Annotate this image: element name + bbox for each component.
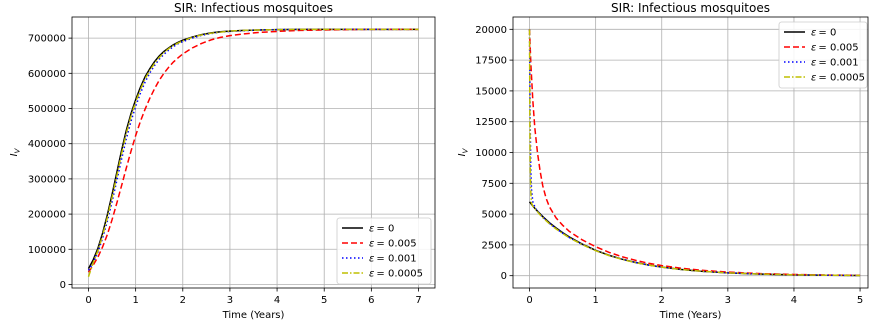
x-tick-label-3: 3 — [725, 295, 731, 306]
y-tick-label-1: 2500 — [482, 240, 507, 251]
legend-entry-3: ε = 0.0005 — [369, 269, 423, 280]
y-tick-label-6: 15000 — [475, 86, 507, 97]
x-tick-label-1: 1 — [132, 295, 138, 306]
y-tick-label-7: 17500 — [475, 56, 507, 67]
right-chart-panel: 0 1 2 3 4 5 0 2500 5000 7500 10000 12500 15000 17500 2… — [457, 1, 869, 321]
x-tick-label-1: 1 — [592, 295, 598, 306]
y-tick-label-3: 7500 — [482, 179, 507, 190]
y-tick-label-5: 500000 — [28, 104, 66, 115]
legend-entry-1: ε = 0.005 — [369, 239, 417, 250]
chart-title: SIR: Infectious mosquitoes — [174, 1, 333, 15]
legend-entry-3: ε = 0.0005 — [811, 73, 865, 84]
legend-entry-0: ε = 0 — [811, 28, 836, 39]
x-tick-label-0: 0 — [85, 295, 91, 306]
x-tick-label-4: 4 — [791, 295, 797, 306]
y-axis-label: IV — [457, 147, 470, 156]
series-line-3 — [528, 29, 861, 277]
x-tick-label-5: 5 — [321, 295, 327, 306]
y-tick-label-2: 200000 — [28, 210, 66, 221]
y-tick-label-5: 12500 — [475, 117, 507, 128]
legend-entry-2: ε = 0.001 — [369, 254, 417, 265]
legend-frame — [778, 21, 868, 89]
legend-frame — [336, 217, 432, 285]
y-tick-label-3: 300000 — [28, 174, 66, 185]
y-tick-label-4: 400000 — [28, 139, 66, 150]
chart-title: SIR: Infectious mosquitoes — [611, 1, 770, 15]
plot-frame — [71, 16, 436, 289]
x-tick-label-0: 0 — [526, 295, 532, 306]
x-axis-label: Time (Years) — [659, 310, 722, 321]
x-tick-label-5: 5 — [857, 295, 863, 306]
y-tick-label-1: 100000 — [28, 245, 66, 256]
legend-entry-0: ε = 0 — [369, 224, 394, 235]
left-chart-panel: 0 1 2 3 4 5 6 7 0 100000 200000 300000 400000 500000 6… — [9, 1, 436, 321]
y-tick-label-6: 600000 — [28, 69, 66, 80]
series-line-1 — [87, 28, 419, 273]
legend-entry-2: ε = 0.001 — [811, 58, 859, 69]
series-line-3 — [87, 28, 419, 277]
y-tick-label-0: 0 — [60, 280, 66, 291]
y-axis-label: IV — [9, 147, 22, 156]
x-tick-label-4: 4 — [274, 295, 280, 306]
x-tick-label-2: 2 — [180, 295, 186, 306]
legend: ε = 0 ε = 0.005 ε = 0.001 ε = 0.0005 — [336, 217, 432, 285]
legend: ε = 0 ε = 0.005 ε = 0.001 ε = 0.0005 — [778, 21, 868, 89]
x-tick-label-2: 2 — [659, 295, 665, 306]
series-line-0 — [528, 201, 861, 277]
y-tick-label-2: 5000 — [482, 210, 507, 221]
legend-entry-1: ε = 0.005 — [811, 43, 859, 54]
x-tick-label-6: 6 — [368, 295, 374, 306]
x-tick-label-7: 7 — [415, 295, 421, 306]
series-line-2 — [87, 28, 419, 271]
x-tick-label-3: 3 — [227, 295, 233, 306]
y-tick-label-4: 10000 — [475, 148, 507, 159]
y-tick-label-0: 0 — [501, 271, 507, 282]
y-tick-label-7: 700000 — [28, 34, 66, 45]
y-tick-label-8: 20000 — [475, 25, 507, 36]
x-axis-label: Time (Years) — [222, 310, 285, 321]
series-line-1 — [528, 29, 861, 277]
